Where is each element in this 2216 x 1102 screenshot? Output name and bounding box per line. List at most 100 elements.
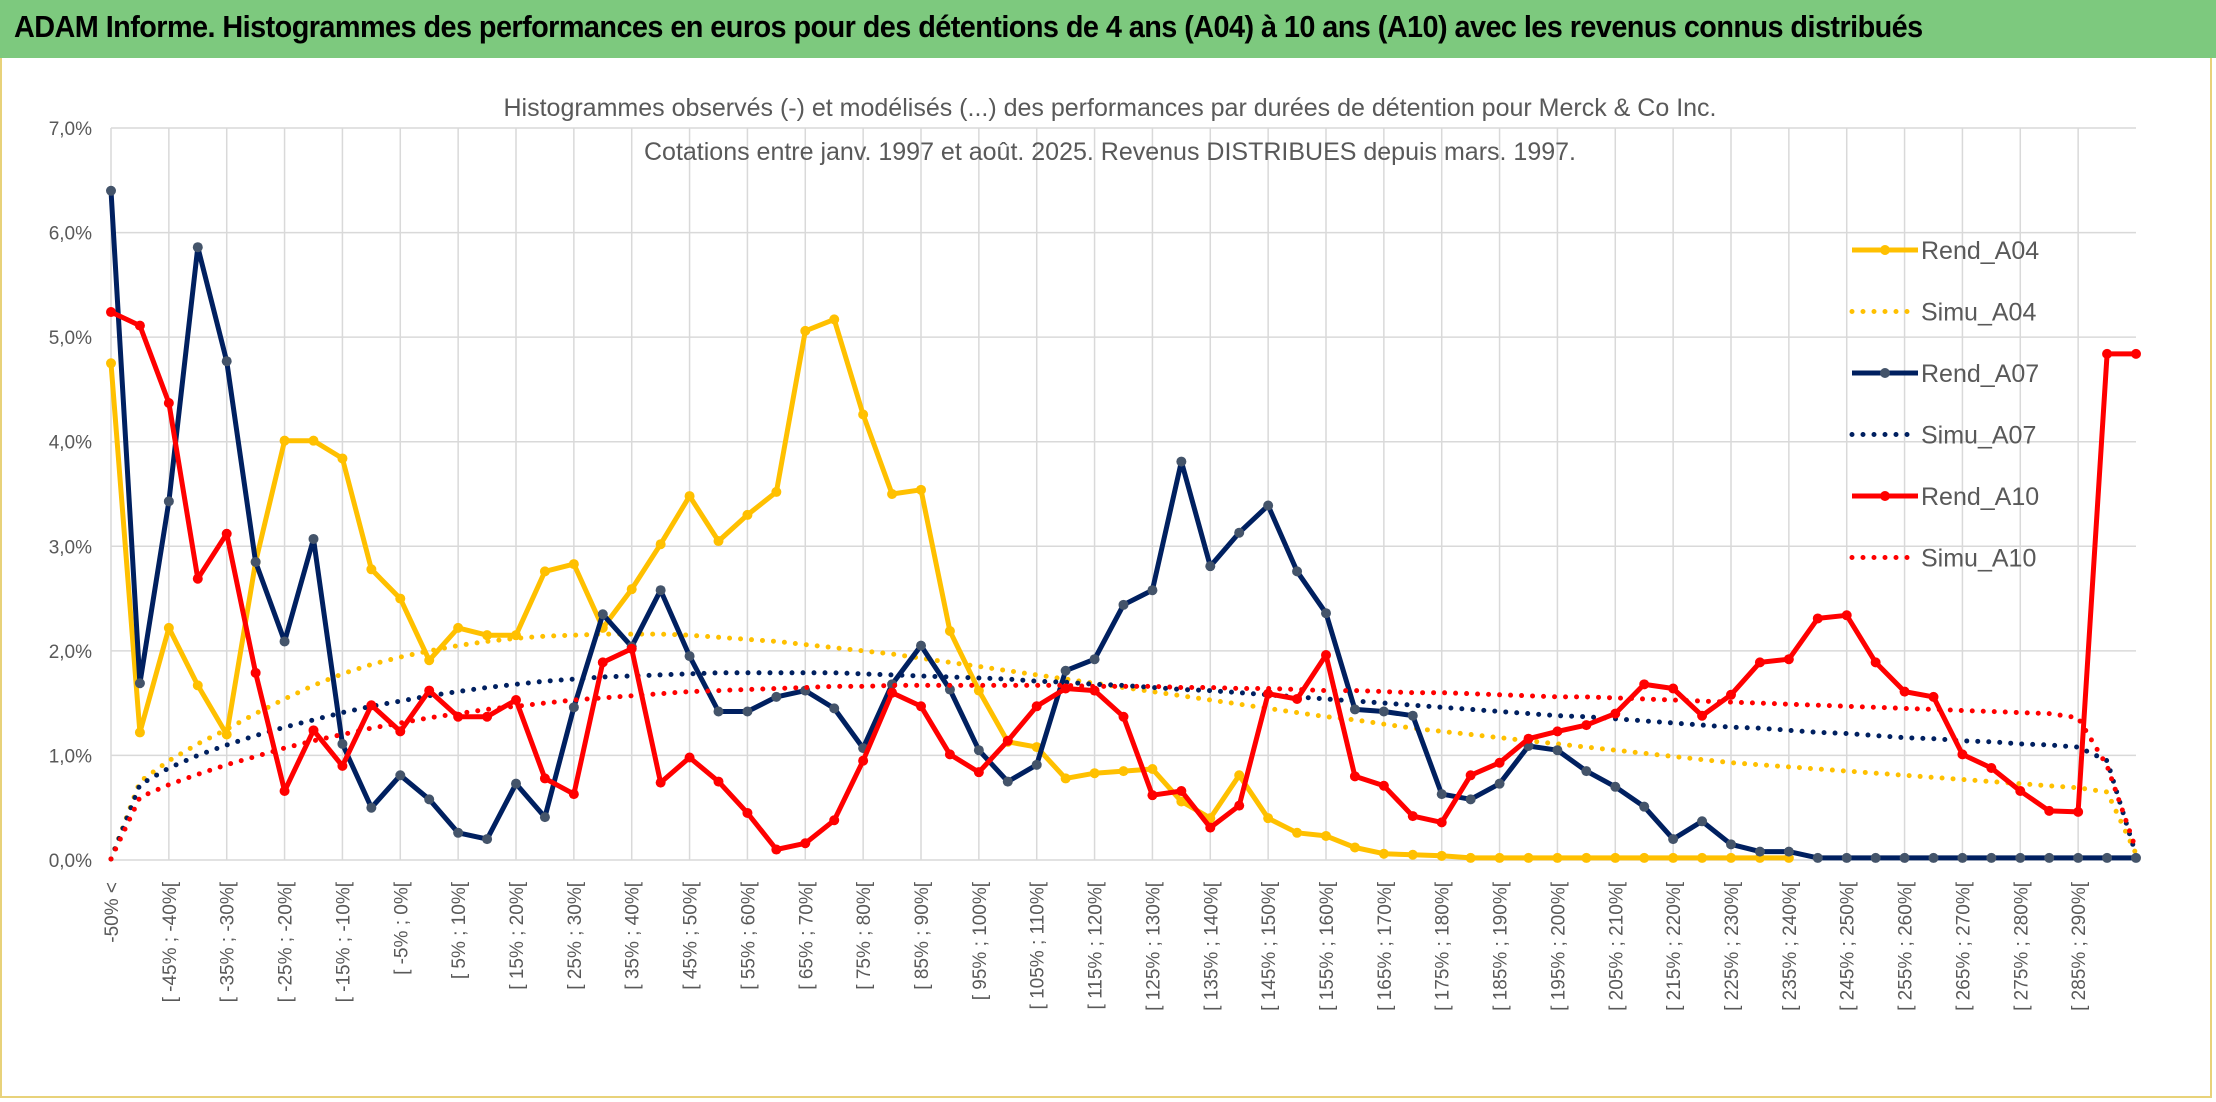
data-point: [539, 566, 550, 577]
data-point: [2102, 348, 2113, 359]
data-point: [1234, 527, 1245, 538]
data-point: [1292, 827, 1303, 838]
data-point: [424, 685, 435, 696]
data-point: [1234, 800, 1245, 811]
x-tick-label: [ 195% ; 200%[: [1548, 881, 1569, 1011]
data-point: [2044, 852, 2055, 863]
data-point: [2131, 852, 2141, 863]
data-point: [163, 496, 174, 507]
data-point: [163, 622, 174, 633]
legend-item: Simu_A10: [1849, 545, 2036, 573]
data-point: [1176, 456, 1187, 467]
data-point: [1870, 852, 1881, 863]
data-point: [1668, 852, 1679, 863]
legend-item: Rend_A04: [1852, 237, 2039, 265]
data-point: [1668, 683, 1679, 694]
data-point: [1118, 711, 1129, 722]
x-tick-label: [ 115% ; 120%[: [1086, 881, 1107, 1009]
data-point: [395, 770, 406, 781]
data-point: [1986, 852, 1997, 863]
x-tick-label: [ 185% ; 190%[: [1491, 881, 1512, 1011]
series-Rend_A10: [106, 307, 2141, 855]
series-line: [108, 682, 2139, 862]
data-point: [1089, 768, 1100, 779]
data-point: [1436, 789, 1447, 800]
data-point: [453, 622, 464, 633]
x-tick-label: [ -15% ; -10%[: [333, 881, 354, 1002]
data-point: [1610, 852, 1621, 863]
data-point: [192, 242, 203, 253]
data-point: [1465, 794, 1476, 805]
data-point: [684, 752, 695, 763]
grid: [110, 127, 2136, 861]
data-point: [800, 838, 811, 849]
legend-label: Rend_A07: [1921, 360, 2039, 388]
x-tick-label: [ 205% ; 210%[: [1606, 881, 1627, 1011]
data-point: [597, 657, 608, 668]
x-tick-label: [ 225% ; 230%[: [1722, 881, 1743, 1011]
data-point: [134, 678, 145, 689]
data-point: [1060, 773, 1071, 784]
data-point: [858, 409, 869, 420]
legend-label: Simu_A10: [1921, 545, 2036, 573]
x-tick-label: [ 285% ; 290%[: [2069, 881, 2090, 1011]
data-point: [1726, 839, 1736, 850]
x-tick-label: [ 175% ; 180%[: [1433, 881, 1454, 1011]
legend-item: Simu_A04: [1849, 299, 2036, 327]
x-tick-label: [ 55% ; 60%[: [738, 881, 759, 989]
x-tick-label: [ 85% ; 90%[: [912, 881, 933, 989]
data-point: [1349, 704, 1360, 715]
data-point: [742, 807, 753, 818]
x-tick-label: [ 5% ; 10%[: [449, 881, 470, 979]
title-banner: ADAM Informe. Histogrammes des performan…: [0, 0, 2216, 58]
data-point: [1031, 759, 1042, 770]
y-axis-ticks: 0,0% 1,0% 2,0% 3,0% 4,0% 5,0% 6,0% 7,0%: [49, 119, 92, 872]
x-axis-ticks: -50% < [ -45% ; -40%[[ -35% ; -30%[[ -25%…: [102, 881, 2090, 1011]
x-tick-label: [ 35% ; 40%[: [623, 881, 644, 989]
data-point: [597, 609, 608, 620]
data-point: [1118, 599, 1129, 610]
data-point: [1610, 781, 1621, 792]
y-tick-label: 7,0%: [49, 119, 92, 140]
data-point: [366, 564, 377, 575]
data-point: [279, 785, 290, 796]
data-point: [1610, 708, 1621, 719]
data-point: [106, 185, 116, 196]
data-point: [944, 625, 955, 636]
data-point: [1321, 608, 1331, 619]
data-point: [192, 573, 203, 584]
data-point: [916, 640, 926, 651]
x-tick-label: [ 135% ; 140%[: [1201, 881, 1222, 1011]
data-point: [829, 703, 840, 714]
legend-marker: [1880, 491, 1890, 501]
data-point: [944, 684, 955, 695]
data-point: [1581, 720, 1592, 731]
data-point: [829, 815, 840, 826]
data-point: [1060, 683, 1071, 694]
series-line: [108, 316, 1789, 861]
data-point: [1002, 735, 1013, 746]
data-point: [1176, 785, 1187, 796]
data-point: [1060, 665, 1071, 676]
data-point: [1436, 850, 1447, 861]
data-point: [1523, 733, 1534, 744]
x-tick-label: [ 245% ; 250%[: [1838, 881, 1859, 1011]
data-point: [221, 528, 232, 539]
series-Simu_A10: [108, 682, 2139, 862]
data-point: [1899, 686, 1910, 697]
data-point: [2015, 785, 2026, 796]
x-tick-label: [ -25% ; -20%[: [276, 881, 297, 1002]
data-point: [568, 559, 579, 570]
data-point: [713, 776, 724, 787]
data-point: [366, 700, 377, 711]
data-point: [395, 726, 406, 737]
data-point: [1957, 852, 1968, 863]
data-point: [308, 725, 319, 736]
y-tick-label: 0,0%: [49, 851, 92, 872]
data-point: [1407, 811, 1418, 822]
data-point: [944, 749, 955, 760]
y-tick-label: 3,0%: [49, 537, 92, 558]
x-tick-label: [ -45% ; -40%[: [160, 881, 181, 1002]
x-tick-label: [ 125% ; 130%[: [1143, 881, 1164, 1011]
data-point: [887, 489, 898, 499]
